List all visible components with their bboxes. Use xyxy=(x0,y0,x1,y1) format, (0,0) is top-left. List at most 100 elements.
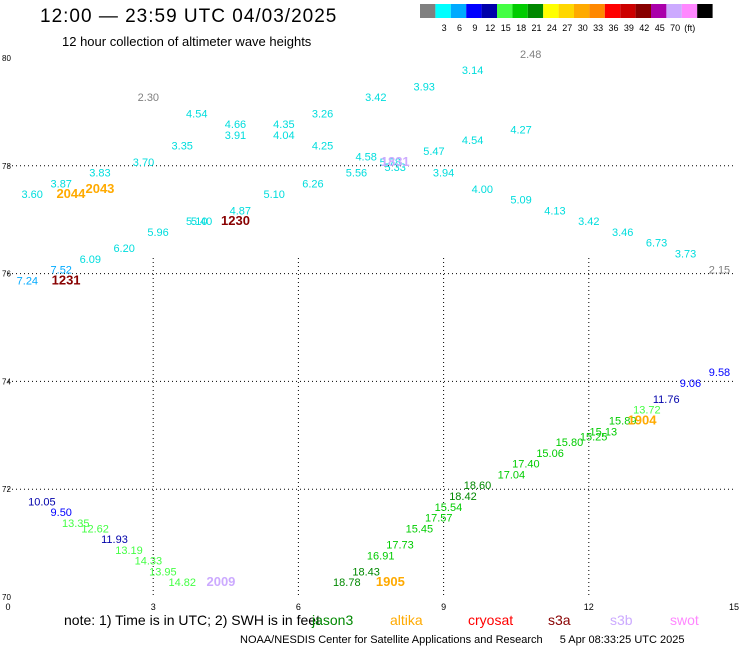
footer: NOAA/NESDIS Center for Satellite Applica… xyxy=(240,634,698,646)
swh-point: 3.46 xyxy=(612,227,633,239)
colorbar-tick-label: 70 xyxy=(670,23,680,33)
x-tick-label: 6 xyxy=(296,602,301,612)
swh-point: 4.35 xyxy=(273,119,294,131)
y-tick-label: 74 xyxy=(2,377,11,386)
swh-point: 9.06 xyxy=(680,378,701,390)
swh-point: 16.91 xyxy=(367,550,395,562)
x-tick-label: 12 xyxy=(584,602,594,612)
colorbar-swatch xyxy=(635,4,651,18)
colorbar-swatch xyxy=(466,4,482,18)
swh-point: 15.06 xyxy=(536,448,564,460)
swh-point: 15.89 xyxy=(609,416,637,428)
colorbar-legend: 3 6 9 12 15 18 21 24 27 30 33 36 39 42 45 70 (ft) xyxy=(420,4,713,33)
swh-point: 2.30 xyxy=(138,92,159,104)
swh-point: 6.09 xyxy=(80,254,101,266)
swh-point: 4.54 xyxy=(462,135,483,147)
pass-time-label: 1831 xyxy=(381,154,410,169)
colorbar-swatch xyxy=(681,4,698,18)
colorbar-swatch xyxy=(543,4,559,18)
colorbar-swatch xyxy=(558,4,574,18)
grid-lines xyxy=(8,165,734,597)
swh-point: 5.33 xyxy=(384,162,405,174)
x-tick-label: 15 xyxy=(729,602,739,612)
swh-point: 13.19 xyxy=(115,545,143,557)
swh-point: 13.72 xyxy=(633,405,661,417)
swh-point: 6.20 xyxy=(113,243,134,255)
legend-s3a: s3a xyxy=(548,612,571,628)
legend-jason3: jason3 xyxy=(312,612,354,628)
swh-point: 3.60 xyxy=(21,189,42,201)
colorbar-swatch xyxy=(450,4,467,18)
swh-point: 18.78 xyxy=(333,577,361,589)
pass-time-label: 2043 xyxy=(85,181,114,196)
swh-point: 13.95 xyxy=(149,566,177,578)
swh-point: 9.58 xyxy=(709,367,730,379)
colorbar-swatch xyxy=(666,4,682,18)
swh-point: 7.24 xyxy=(17,275,38,287)
y-tick-label: 80 xyxy=(2,54,11,63)
swh-point: 15.13 xyxy=(590,426,618,438)
satellite-legend: note: 1) Time is in UTC; 2) SWH is in fe… xyxy=(0,612,740,630)
swh-point: 17.04 xyxy=(498,469,526,481)
footer-agency: NOAA/NESDIS Center for Satellite Applica… xyxy=(240,634,543,646)
colorbar-tick-label: 9 xyxy=(472,23,477,33)
colorbar-tick-label: 12 xyxy=(485,23,495,33)
swh-point: 2.15 xyxy=(709,265,730,277)
swh-point: 5.10 xyxy=(263,189,284,201)
swh-point: 5.40 xyxy=(191,216,212,228)
swh-point: 17.73 xyxy=(386,539,414,551)
colorbar-swatch xyxy=(697,4,713,18)
colorbar-tick-label: 30 xyxy=(578,23,588,33)
colorbar-tick-label: 24 xyxy=(547,23,557,33)
swh-point: 5.10 xyxy=(186,216,207,228)
colorbar-swatch xyxy=(589,4,605,18)
pass-time-label: 1905 xyxy=(376,574,405,589)
swh-point: 18.60 xyxy=(464,480,492,492)
swh-point: 11.76 xyxy=(653,394,680,406)
colorbar-swatch xyxy=(481,4,497,18)
swh-point: 3.73 xyxy=(675,248,696,260)
colorbar-swatch xyxy=(435,4,451,18)
colorbar-swatch xyxy=(527,4,544,18)
swh-point: 4.04 xyxy=(273,130,294,142)
colorbar-tick-label: 27 xyxy=(562,23,572,33)
swh-point: 4.87 xyxy=(230,205,251,217)
pass-time-label: 1230 xyxy=(221,213,250,228)
wave-height-chart: 0 3 6 9 12 15 70 72 74 76 78 80 3.60 3.87 3.83 3.70 3.35… xyxy=(2,49,739,612)
swh-point: 2.48 xyxy=(520,49,541,61)
colorbar-tick-label: 6 xyxy=(457,23,462,33)
swh-point: 6.73 xyxy=(646,238,667,250)
legend-cryosat: cryosat xyxy=(468,612,514,628)
colorbar-tick-label: 42 xyxy=(639,23,649,33)
swh-point: 4.13 xyxy=(544,205,565,217)
swh-point: 3.83 xyxy=(89,168,110,180)
y-tick-label: 78 xyxy=(2,162,11,171)
colorbar-swatch xyxy=(620,4,636,18)
colorbar-swatch xyxy=(497,4,513,18)
swh-point: 17.57 xyxy=(425,513,453,525)
swh-point: 5.56 xyxy=(346,168,367,180)
swh-point: 3.91 xyxy=(225,130,246,142)
footer-timestamp: 5 Apr 08:33:25 UTC 2025 xyxy=(559,634,685,646)
y-tick-label: 70 xyxy=(2,593,11,602)
page-title: 12:00 — 23:59 UTC 04/03/2025 xyxy=(40,6,338,27)
swh-point: 6.26 xyxy=(302,178,323,190)
swh-point: 3.42 xyxy=(578,216,599,228)
swh-point: 15.80 xyxy=(556,437,584,449)
swh-point: 3.93 xyxy=(414,81,435,93)
colorbar-tick-label: 33 xyxy=(593,23,603,33)
colorbar-tick-label: 45 xyxy=(655,23,665,33)
colorbar-tick-label: 18 xyxy=(516,23,526,33)
legend-swot: swot xyxy=(670,612,699,628)
colorbar-swatch xyxy=(512,4,528,18)
y-tick-label: 72 xyxy=(2,485,11,494)
legend-altika: altika xyxy=(390,612,423,628)
pass-time-label: 2044 xyxy=(56,186,86,201)
swh-point: 4.58 xyxy=(355,151,376,163)
swh-point: 15.25 xyxy=(580,432,608,444)
y-tick-label: 76 xyxy=(2,270,11,279)
swh-point: 3.14 xyxy=(462,65,483,77)
swh-point: 4.00 xyxy=(472,184,493,196)
swh-point: 12.62 xyxy=(81,523,109,535)
colorbar-unit: (ft) xyxy=(684,23,695,33)
